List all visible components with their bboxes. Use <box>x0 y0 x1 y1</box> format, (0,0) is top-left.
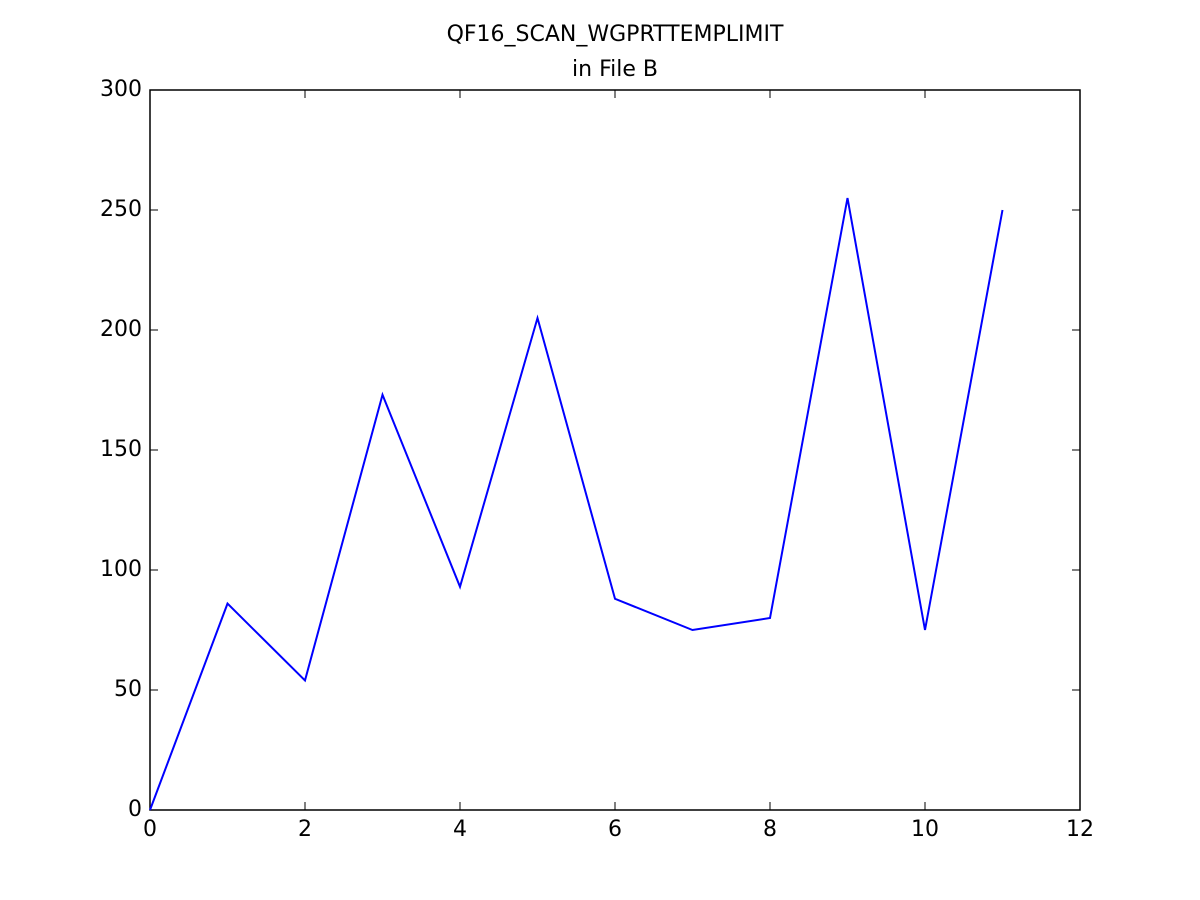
y-tick-label: 150 <box>100 437 142 462</box>
x-tick-label: 2 <box>298 817 312 842</box>
y-tick-label: 200 <box>100 317 142 342</box>
x-tick-label: 6 <box>608 817 622 842</box>
x-tick-label: 8 <box>763 817 777 842</box>
chart-title: QF16_SCAN_WGPRTTEMPLIMIT <box>447 22 784 47</box>
data-line <box>149 197 1004 811</box>
x-tick-label: 12 <box>1066 817 1094 842</box>
x-tick-label: 4 <box>453 817 467 842</box>
y-tick-label: 0 <box>128 797 142 822</box>
x-tick-label: 0 <box>143 817 157 842</box>
x-tick-label: 10 <box>911 817 939 842</box>
chart-subtitle: in File B <box>572 57 658 82</box>
y-tick-label: 300 <box>100 77 142 102</box>
y-tick-label: 100 <box>100 557 142 582</box>
y-tick-label: 50 <box>114 677 142 702</box>
y-tick-label: 250 <box>100 197 142 222</box>
